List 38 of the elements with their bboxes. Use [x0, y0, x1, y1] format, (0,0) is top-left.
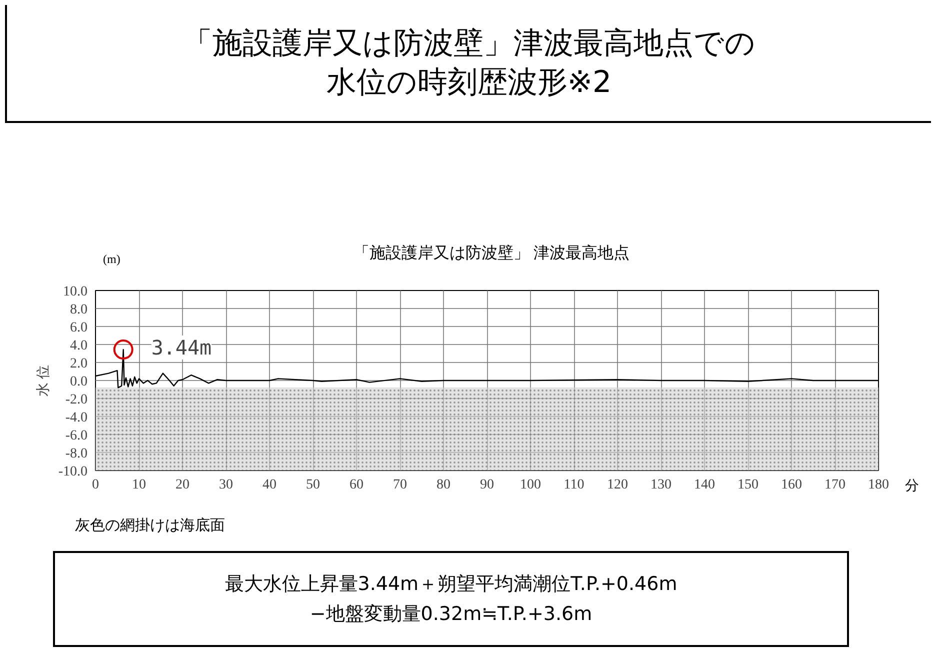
y-tick-label: -8.0 [65, 446, 88, 462]
x-tick-label: 20 [176, 478, 190, 492]
text: 最大水位上昇量3.44m＋朔望平均満潮位T.P.+0.46m −地盤変動量0.32m≒T.P.+3.6m [53, 551, 849, 647]
x-tick-label: 30 [219, 478, 233, 492]
x-tick-label: 130 [650, 478, 672, 492]
y-tick-label: 6.0 [70, 320, 88, 336]
y-axis-title: 水 位 [35, 364, 52, 396]
y-tick-label: 0.0 [70, 374, 88, 390]
y-tick-label: -10.0 [58, 464, 88, 480]
y-tick-label: -2.0 [65, 392, 88, 408]
chart-subtitle: 「施設護岸又は防波壁」 津波最高地点 [354, 245, 630, 262]
y-tick-label: 10.0 [63, 284, 88, 300]
text: 灰色の網掛けは海底面 [75, 515, 225, 536]
x-axis-title: 分 [905, 477, 919, 496]
x-tick-label: 0 [92, 478, 99, 492]
annotation: 3.44m [151, 336, 212, 360]
y-tick-label: -4.0 [65, 410, 88, 426]
x-tick-label: 100 [520, 478, 541, 492]
x-tick-label: 180 [868, 478, 889, 492]
x-tick-label: 10 [132, 478, 146, 492]
x-tick-label: 50 [306, 478, 320, 492]
x-tick-label: 150 [738, 478, 758, 492]
text: (m) [103, 251, 120, 268]
x-tick-label: 110 [564, 478, 584, 492]
x-tick-label: 170 [824, 478, 846, 492]
x-tick-label: 70 [393, 478, 407, 492]
x-tick-label: 40 [262, 478, 276, 492]
y-tick-label: -6.0 [65, 428, 88, 444]
x-tick-label: 60 [350, 478, 364, 492]
x-tick-label: 160 [781, 478, 802, 492]
y-tick-label: 8.0 [70, 302, 88, 318]
y-tick-label: 2.0 [70, 356, 88, 372]
chart-title: 「施設護岸又は防波壁」津波最高地点での水位の時刻歴波形※2 [182, 25, 756, 102]
y-tick-label: 4.0 [70, 338, 88, 354]
x-tick-label: 90 [480, 478, 494, 492]
x-tick-label: 140 [694, 478, 715, 492]
x-tick-label: 80 [436, 478, 450, 492]
x-tick-label: 120 [607, 478, 628, 492]
